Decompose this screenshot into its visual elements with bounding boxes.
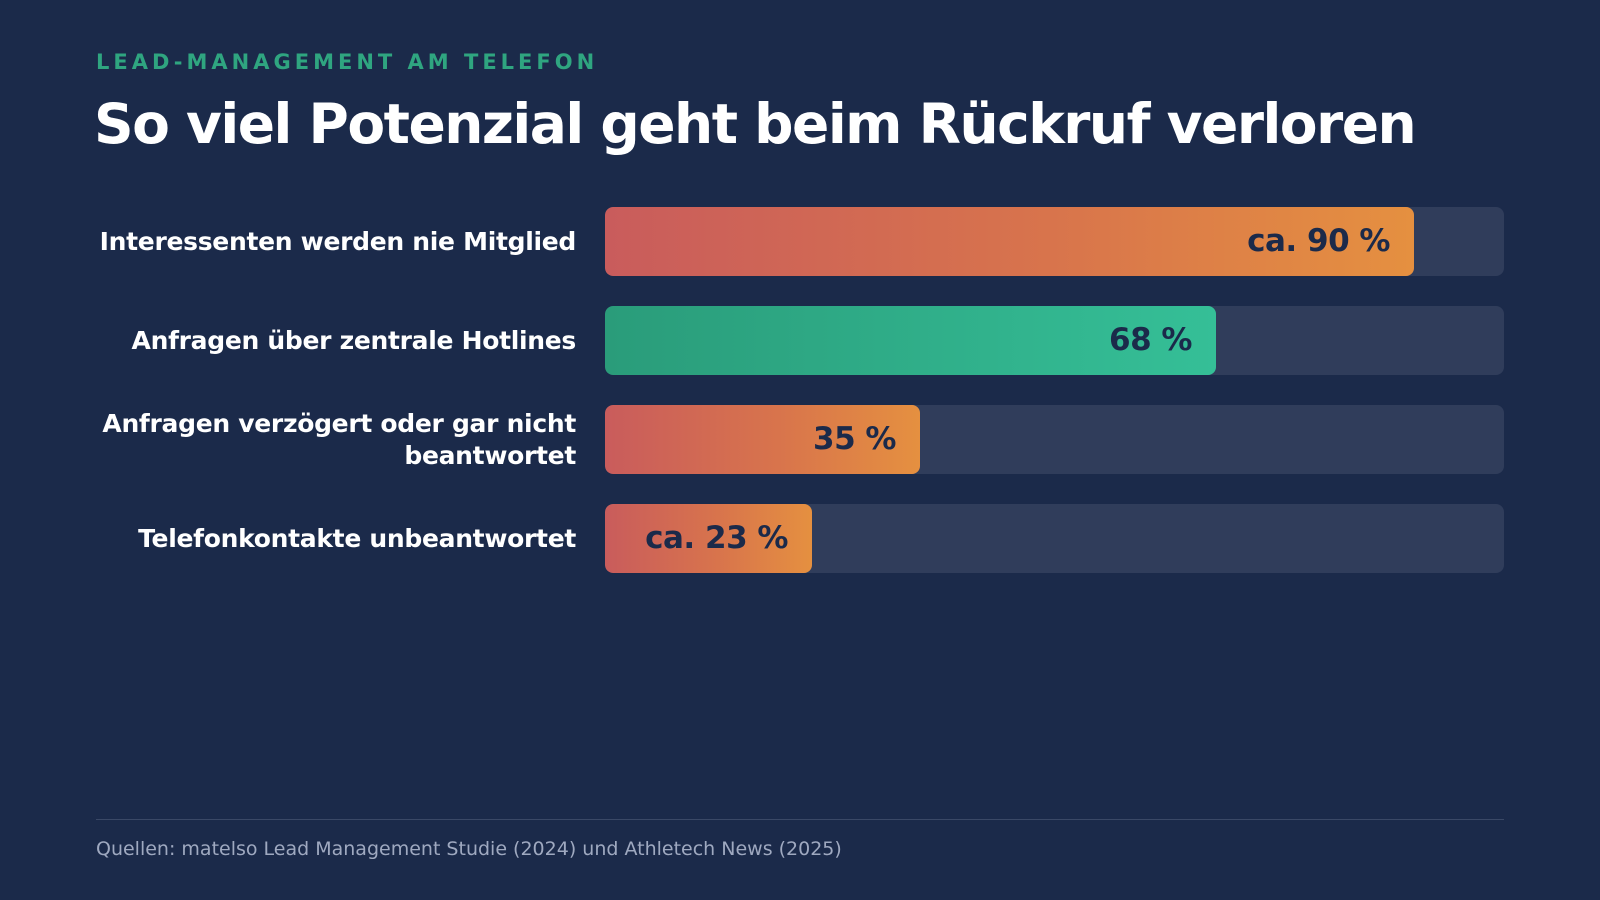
footer-divider: [96, 819, 1504, 820]
eyebrow-label: LEAD-MANAGEMENT AM TELEFON: [96, 50, 599, 74]
bar-value-label: 68 %: [1109, 322, 1193, 358]
bar: ca. 23 %: [605, 504, 812, 573]
bar-row: Anfragen über zentrale Hotlines 68 %: [0, 306, 1600, 375]
bar-value-label: 35 %: [813, 421, 897, 457]
bar-value-label: ca. 90 %: [1247, 223, 1390, 259]
bar-track: 35 %: [605, 405, 1504, 474]
category-label: Anfragen über zentrale Hotlines: [131, 325, 577, 355]
bar: ca. 90 %: [605, 207, 1414, 276]
bar-row: Anfragen verzögert oder gar nicht beantw…: [0, 405, 1600, 474]
bar-row: Interessenten werden nie Mitglied ca. 90…: [0, 207, 1600, 276]
source-note: Quellen: matelso Lead Management Studie …: [96, 838, 842, 860]
bar-value-label: ca. 23 %: [645, 520, 788, 556]
category-label: Telefonkontakte unbeantwortet: [138, 523, 576, 553]
bar: 35 %: [605, 405, 920, 474]
category-label: Interessenten werden nie Mitglied: [99, 226, 577, 256]
bar-row: Telefonkontakte unbeantwortet ca. 23 %: [0, 504, 1600, 573]
bar-track: 68 %: [605, 306, 1504, 375]
chart-title: So viel Potenzial geht beim Rückruf verl…: [94, 92, 1417, 156]
bar-track: ca. 90 %: [605, 207, 1504, 276]
category-label: Anfragen verzögert oder gar nicht beantw…: [102, 408, 576, 470]
bar: 68 %: [605, 306, 1216, 375]
bar-track: ca. 23 %: [605, 504, 1504, 573]
